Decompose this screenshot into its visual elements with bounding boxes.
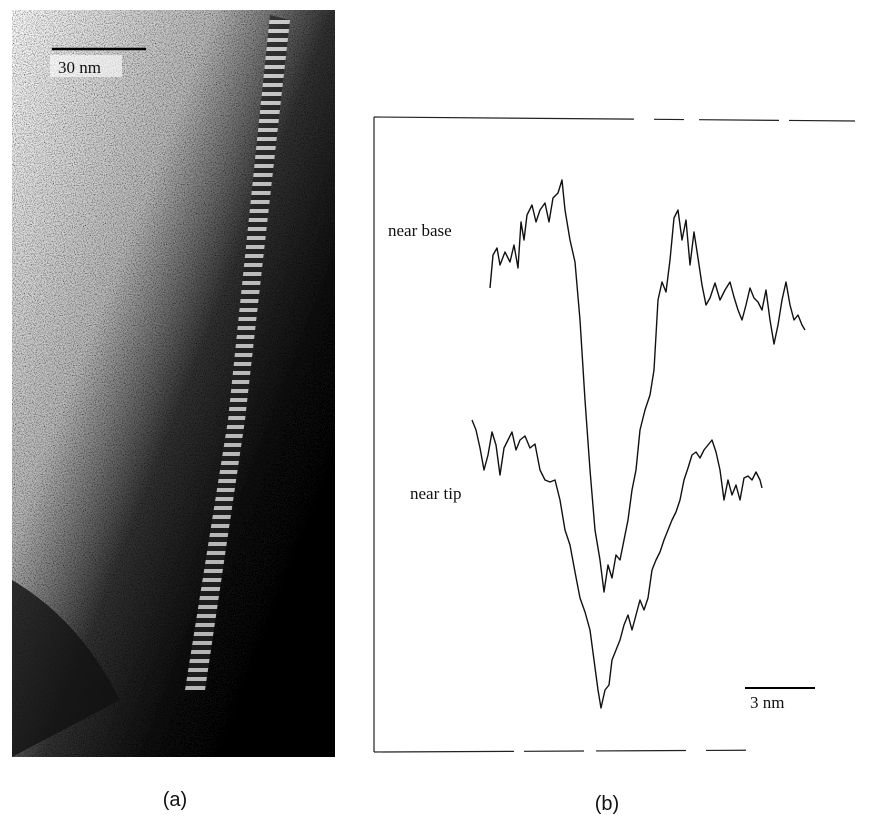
trace-label: near tip [410, 484, 461, 503]
label-bg [50, 55, 122, 77]
caption: (b) [595, 793, 619, 815]
caption: (a) [163, 789, 187, 811]
micrograph [12, 10, 335, 757]
trace-label: near base [388, 221, 452, 240]
profile-frame [373, 116, 856, 753]
trace-tip [471, 419, 763, 709]
scale-label: 3 nm [750, 693, 784, 712]
scale-label: 30 nm [58, 58, 101, 77]
trace-base [489, 179, 806, 593]
